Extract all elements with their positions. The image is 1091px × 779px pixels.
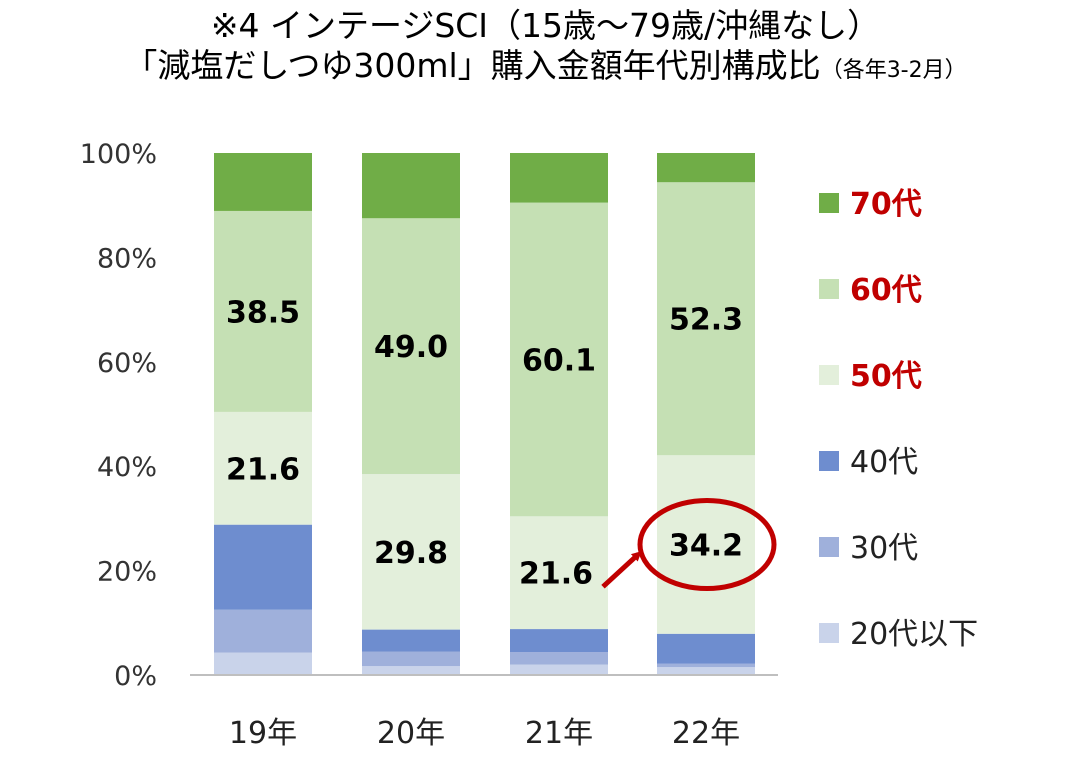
chart-title-line1: ※4 インテージSCI（15歳～79歳/沖縄なし） xyxy=(210,6,881,45)
legend: 70代 60代 50代 40代 30代 20代以下 xyxy=(819,187,978,652)
bar-segment xyxy=(510,652,608,665)
bar-segment xyxy=(510,153,608,203)
data-label: 60.1 xyxy=(522,343,596,378)
bar-segment xyxy=(510,664,608,675)
data-labels: 21.6 38.5 29.8 49.0 21.6 60.1 34.2 52.3 xyxy=(226,295,743,591)
chart-title-main: 「減塩だしつゆ300ml」購入金額年代別構成比 xyxy=(124,46,821,85)
bar-segment xyxy=(657,663,755,668)
bar-segment xyxy=(657,633,755,664)
legend-swatch xyxy=(819,623,839,643)
y-tick-label: 0% xyxy=(114,661,157,692)
legend-swatch xyxy=(819,537,839,557)
bar-segment xyxy=(657,667,755,675)
bar-segment xyxy=(657,182,755,456)
x-tick-label: 20年 xyxy=(377,716,445,751)
bar-segment xyxy=(657,153,755,183)
data-label: 21.6 xyxy=(519,557,593,592)
bar-segments xyxy=(214,153,755,675)
highlight-arrow xyxy=(601,551,642,589)
chart-title-line2: 「減塩だしつゆ300ml」購入金額年代別構成比（各年3-2月） xyxy=(0,46,1091,91)
bar-segment xyxy=(214,524,312,610)
bar-segment xyxy=(510,202,608,517)
y-axis-labels: 0% 20% 40% 60% 80% 100% xyxy=(80,139,157,692)
legend-label: 50代 xyxy=(850,359,922,394)
data-label: 52.3 xyxy=(669,303,743,338)
legend-swatch xyxy=(819,451,839,471)
bar-segment xyxy=(510,516,608,630)
legend-swatch xyxy=(819,365,839,385)
legend-swatch xyxy=(819,193,839,213)
bar-segment xyxy=(362,629,460,652)
legend-label: 40代 xyxy=(850,445,918,480)
legend-label: 70代 xyxy=(850,187,922,222)
y-tick-label: 20% xyxy=(97,557,157,588)
legend-swatch xyxy=(819,279,839,299)
bar-segment xyxy=(214,153,312,211)
annotation xyxy=(601,498,777,591)
x-tick-label: 19年 xyxy=(229,716,297,751)
y-tick-label: 60% xyxy=(97,348,157,379)
bar-segment xyxy=(362,651,460,667)
bar-segment xyxy=(214,609,312,653)
y-tick-label: 40% xyxy=(97,452,157,483)
x-tick-label: 22年 xyxy=(672,716,740,751)
data-label: 38.5 xyxy=(226,295,300,330)
y-tick-label: 80% xyxy=(97,243,157,274)
x-tick-label: 21年 xyxy=(525,716,593,751)
bar-segment xyxy=(362,474,460,630)
legend-label: 20代以下 xyxy=(850,617,978,652)
legend-label: 30代 xyxy=(850,531,918,566)
data-label: 21.6 xyxy=(226,452,300,487)
data-label: 29.8 xyxy=(374,536,448,571)
x-axis-labels: 19年 20年 21年 22年 xyxy=(229,716,740,751)
chart-title-period: （各年3-2月） xyxy=(820,58,967,83)
bar-segment xyxy=(214,210,312,412)
data-label: 34.2 xyxy=(669,529,743,564)
bar-segment xyxy=(657,455,755,634)
y-tick-label: 100% xyxy=(80,139,157,170)
bar-segment xyxy=(214,411,312,525)
data-label: 49.0 xyxy=(374,330,448,365)
legend-label: 60代 xyxy=(850,273,922,308)
bar-segment xyxy=(510,629,608,653)
bar-segment xyxy=(214,652,312,675)
highlight-circle xyxy=(637,498,777,591)
bar-segment xyxy=(362,218,460,475)
bar-segment xyxy=(362,153,460,219)
bar-segment xyxy=(362,666,460,675)
